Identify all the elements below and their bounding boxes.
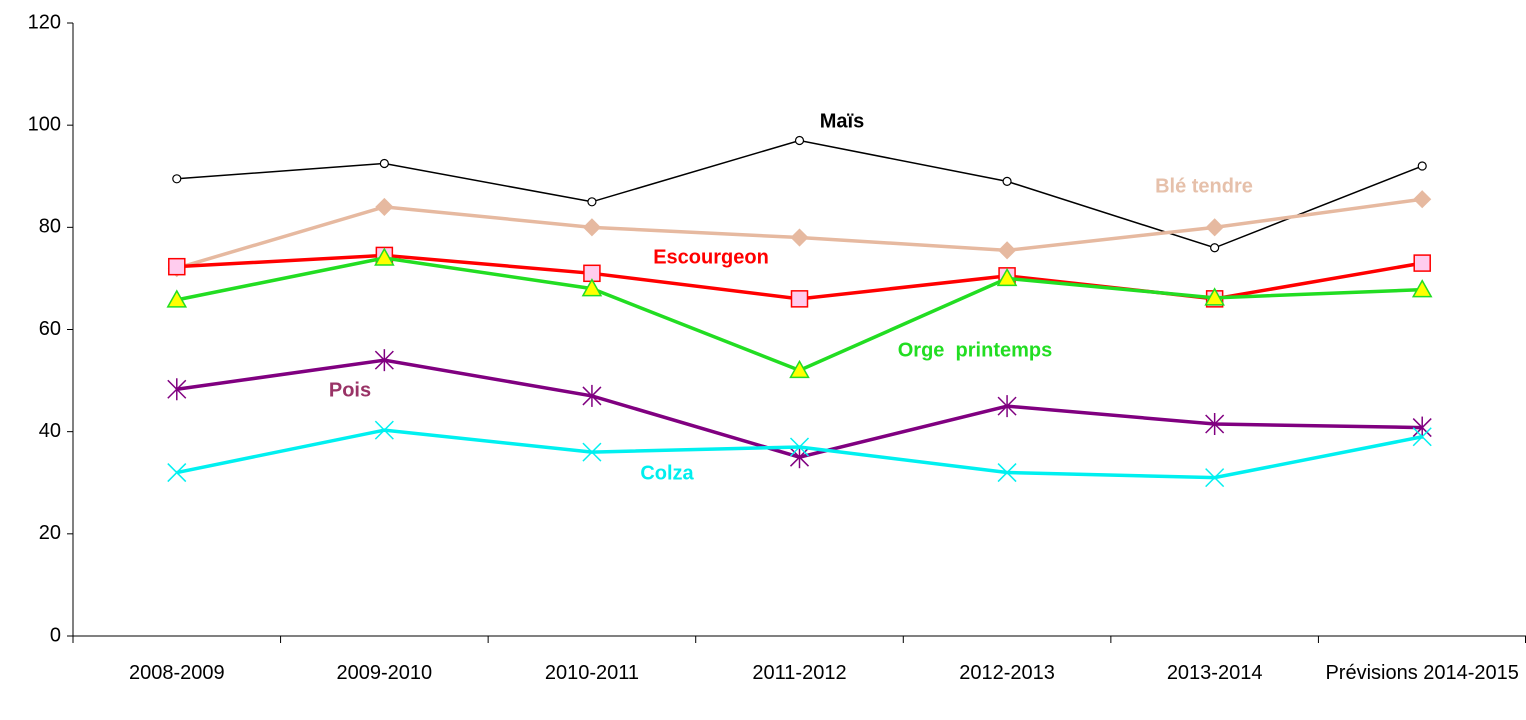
point: [168, 257, 186, 276]
point-stroke: [1412, 427, 1432, 447]
x-tick-label: 2009-2010: [336, 662, 433, 684]
point: [1210, 243, 1220, 253]
point: [789, 437, 810, 457]
point: [374, 349, 394, 372]
point: [1205, 413, 1225, 436]
point: [1412, 416, 1432, 439]
point: [1002, 176, 1012, 186]
point: [167, 463, 187, 483]
x-tick-label: 2013-2014: [1166, 662, 1263, 684]
point: [374, 247, 395, 266]
point: [582, 218, 601, 237]
series-label: Colza: [640, 462, 694, 484]
x-tick-label: 2012-2013: [959, 662, 1055, 684]
point: [166, 289, 188, 308]
point: [375, 197, 394, 216]
x-tick-label: 2008-2009: [128, 662, 225, 684]
point: [998, 241, 1017, 260]
point: [1205, 218, 1224, 237]
series-label: Maïs: [820, 110, 864, 132]
point: [172, 174, 182, 184]
y-tick-label: 100: [28, 113, 61, 135]
y-tick-label: 0: [50, 624, 61, 646]
y-tick-label: 120: [28, 11, 61, 33]
series-label: Escourgeon: [653, 246, 769, 268]
series-label: Orge printemps: [898, 339, 1052, 361]
x-tick-label: Prévisions 2014-2015: [1325, 662, 1519, 684]
point-stroke: [997, 463, 1017, 483]
point: [582, 442, 602, 462]
point: [997, 463, 1017, 483]
series-line: [176, 256, 1423, 373]
y-tick-label: 20: [39, 522, 61, 544]
point: [996, 267, 1018, 287]
y-tick-label: 60: [39, 318, 61, 340]
point: [1204, 287, 1225, 306]
point: [379, 158, 389, 169]
y-tick-label: 40: [39, 420, 61, 442]
point: [1413, 190, 1432, 209]
point: [1412, 427, 1432, 447]
point: [790, 290, 809, 308]
point-stroke: [582, 442, 602, 462]
x-tick-label: 2010-2011: [544, 662, 639, 684]
point: [587, 197, 597, 207]
point: [1411, 279, 1433, 298]
x-tick-label: 2011-2012: [752, 662, 847, 684]
point-stroke: [374, 420, 394, 440]
point-stroke: [789, 437, 810, 457]
point: [794, 135, 805, 146]
point: [582, 384, 602, 407]
point-stroke: [1205, 468, 1225, 488]
point-stroke: [167, 463, 187, 483]
series-label: Blé tendre: [1155, 175, 1253, 197]
point: [790, 228, 809, 247]
point: [789, 359, 810, 379]
y-tick-label: 80: [39, 216, 61, 238]
point: [167, 378, 187, 401]
point: [1413, 254, 1431, 272]
point: [997, 395, 1017, 418]
point: [374, 420, 394, 440]
series-label: Pois: [329, 379, 371, 401]
point: [1205, 468, 1225, 488]
point: [1417, 161, 1427, 171]
point: [789, 446, 810, 469]
point: [581, 278, 603, 297]
